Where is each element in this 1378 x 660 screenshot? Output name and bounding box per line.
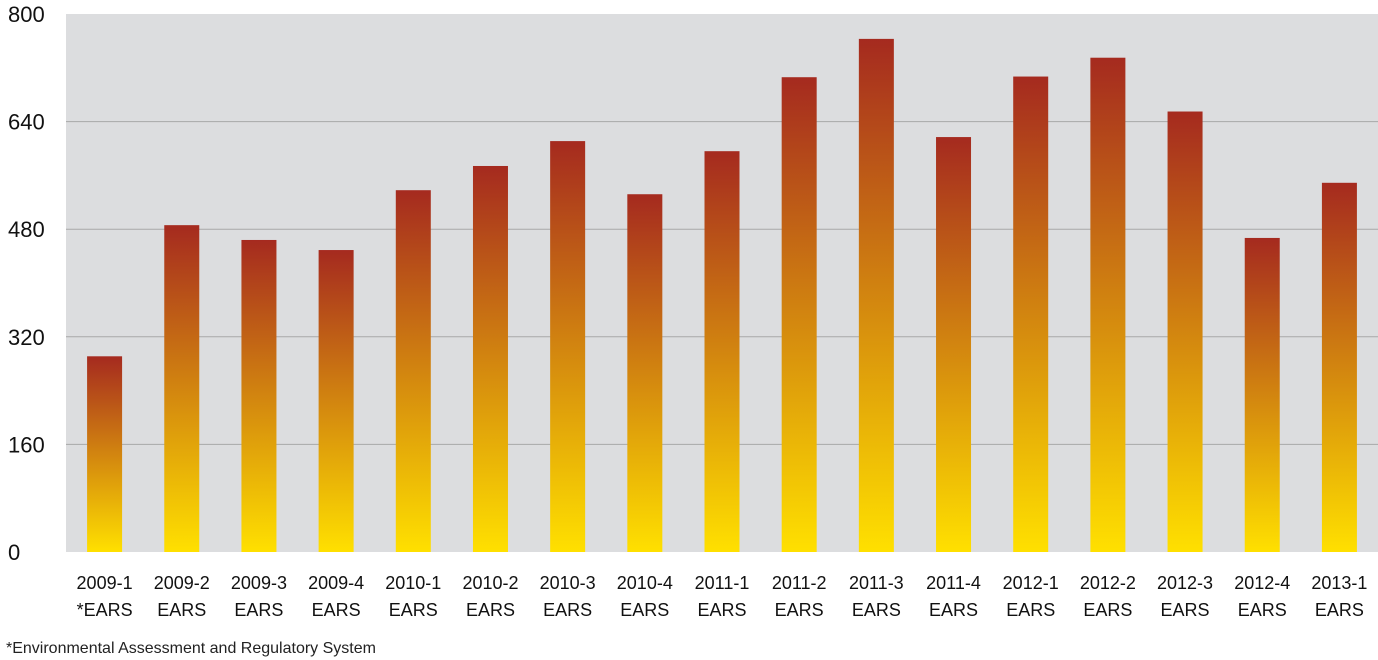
bar xyxy=(395,190,431,552)
bar xyxy=(241,239,277,552)
x-tick-label: 2011-4 EARS xyxy=(926,573,981,620)
footnote: *Environmental Assessment and Regulatory… xyxy=(6,640,376,657)
x-tick-label: 2009-1 *EARS xyxy=(77,573,133,620)
bar xyxy=(936,137,972,552)
x-tick-label: 2012-2 EARS xyxy=(1080,573,1136,620)
bar xyxy=(87,356,123,552)
x-tick-label: 2012-3 EARS xyxy=(1157,573,1213,620)
bar xyxy=(1013,76,1049,552)
x-tick-label: 2010-4 EARS xyxy=(617,573,673,620)
y-tick-label: 320 xyxy=(8,325,45,350)
x-tick-label: 2010-1 EARS xyxy=(385,573,441,620)
bar xyxy=(781,77,817,552)
x-tick-label: 2009-2 EARS xyxy=(154,573,210,620)
bar xyxy=(550,141,586,553)
x-tick-label: 2010-2 EARS xyxy=(462,573,518,620)
y-tick-label: 800 xyxy=(8,2,45,27)
bar xyxy=(472,165,508,553)
bars xyxy=(87,38,1357,553)
bar xyxy=(858,38,894,552)
bar xyxy=(1090,57,1126,553)
bar xyxy=(1167,111,1203,552)
x-tick-label: 2011-2 EARS xyxy=(772,573,827,620)
x-tick-label: 2013-1 EARS xyxy=(1311,573,1367,620)
bar xyxy=(704,151,740,552)
x-tick-label: 2012-4 EARS xyxy=(1234,573,1290,620)
x-axis-labels: 2009-1 *EARS 2009-2 EARS 2009-3 EARS 2009-4 EAR… xyxy=(77,573,1368,620)
y-tick-label: 480 xyxy=(8,217,45,242)
x-tick-label: 2009-4 EARS xyxy=(308,573,364,620)
bar xyxy=(318,250,354,553)
y-tick-label: 0 xyxy=(8,540,20,565)
bar xyxy=(627,194,663,553)
bar xyxy=(1244,237,1280,552)
y-tick-label: 640 xyxy=(8,110,45,135)
x-tick-label: 2010-3 EARS xyxy=(540,573,596,620)
y-axis-ticks: 0 160 320 480 640 800 xyxy=(8,2,45,565)
x-tick-label: 2011-3 EARS xyxy=(849,573,904,620)
bar xyxy=(1321,182,1357,553)
x-tick-label: 2012-1 EARS xyxy=(1003,573,1059,620)
x-tick-label: 2011-1 EARS xyxy=(695,573,750,620)
y-tick-label: 160 xyxy=(8,432,45,457)
x-tick-label: 2009-3 EARS xyxy=(231,573,287,620)
bar xyxy=(164,225,200,553)
